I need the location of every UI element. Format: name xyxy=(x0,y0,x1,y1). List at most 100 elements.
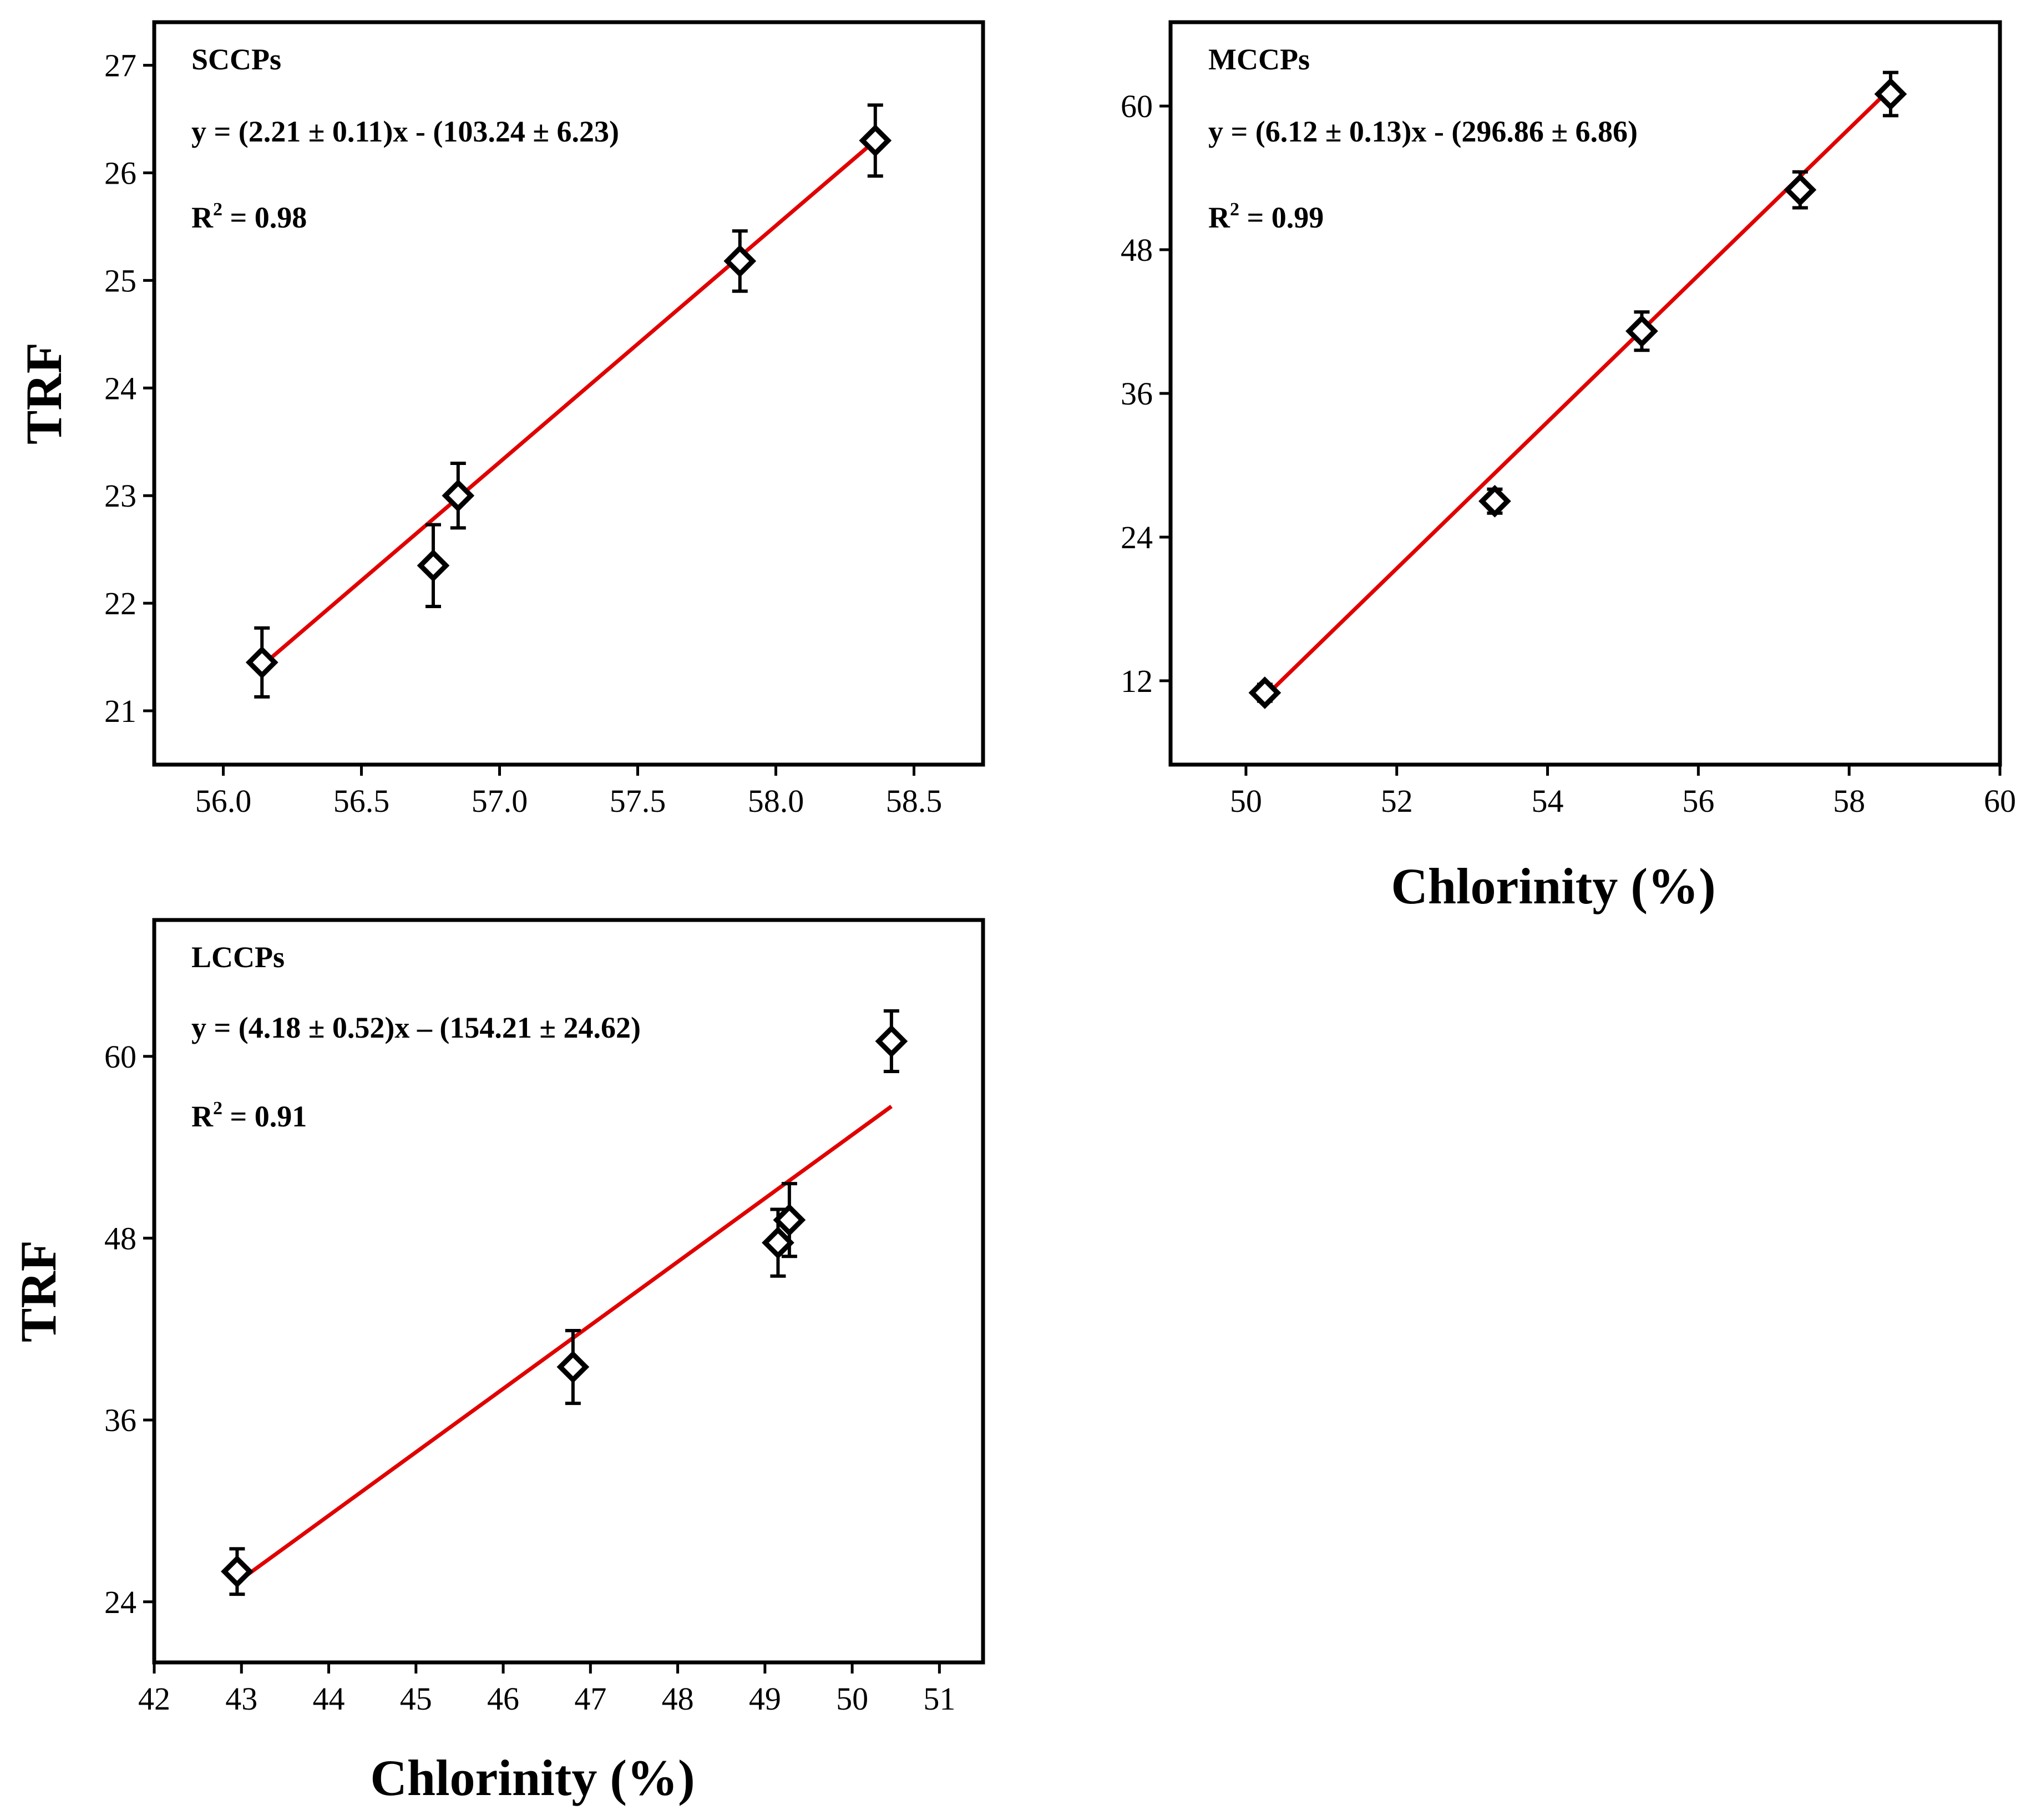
fit-equation: y = (6.12 ± 0.13)x - (296.86 ± 6.86) xyxy=(1208,115,1638,148)
diamond-marker xyxy=(417,549,450,582)
data-points xyxy=(221,1009,908,1596)
x-tick-label: 42 xyxy=(138,1681,170,1717)
x-axis-label: Chlorinity (%) xyxy=(1391,858,1715,914)
data-point xyxy=(1478,484,1511,518)
y-tick-label: 12 xyxy=(1121,663,1153,699)
y-tick-label: 22 xyxy=(104,585,136,621)
y-tick-label: 21 xyxy=(104,693,136,729)
diamond-marker xyxy=(1625,315,1658,348)
y-tick-label: 48 xyxy=(1121,232,1153,268)
r-squared-prefix: R xyxy=(191,201,214,234)
data-point xyxy=(556,1328,590,1406)
data-point xyxy=(245,626,278,699)
panel-title: LCCPs xyxy=(191,941,285,974)
x-tick-label: 46 xyxy=(487,1681,519,1717)
x-tick-label: 52 xyxy=(1381,783,1413,819)
y-ticks: 12 24 36 48 60 xyxy=(1121,88,1171,699)
diamond-marker xyxy=(773,1204,806,1237)
data-point xyxy=(442,462,475,530)
x-tick-label: 56 xyxy=(1682,783,1714,819)
data-point xyxy=(723,229,757,293)
y-tick-label: 48 xyxy=(104,1220,136,1256)
y-ticks: 24 36 48 60 xyxy=(104,1039,154,1620)
panel-lccps: LCCPs y = (4.18 ± 0.52)x – (154.21 ± 24.… xyxy=(10,918,985,1806)
r-squared-superscript: 2 xyxy=(213,199,222,220)
y-tick-label: 23 xyxy=(104,478,136,514)
r-squared: R2 = 0.99 xyxy=(1208,199,1324,234)
r-squared-value: = 0.91 xyxy=(222,1100,307,1133)
fit-equation: y = (2.21 ± 0.11)x - (103.24 ± 6.23) xyxy=(191,115,619,148)
data-point xyxy=(1248,676,1282,709)
x-ticks: 56.0 56.5 57.0 57.5 58.0 58.5 xyxy=(195,765,943,819)
diamond-marker xyxy=(1874,78,1907,110)
x-ticks: 42 43 44 45 46 47 48 49 50 51 xyxy=(138,1662,955,1717)
x-axis-label: Chlorinity (%) xyxy=(370,1750,695,1806)
diamond-marker xyxy=(442,479,475,512)
r-squared: R2 = 0.91 xyxy=(191,1098,307,1133)
r-squared-value: = 0.99 xyxy=(1239,201,1324,234)
plot-frame xyxy=(152,918,985,1665)
y-tick-label: 26 xyxy=(104,155,136,191)
diamond-marker xyxy=(859,124,892,157)
regression-line xyxy=(240,1105,893,1581)
x-tick-label: 51 xyxy=(923,1681,955,1717)
y-tick-label: 27 xyxy=(104,48,136,84)
data-point xyxy=(773,1182,806,1258)
data-points xyxy=(1248,70,1907,709)
y-tick-label: 24 xyxy=(1121,519,1153,555)
x-tick-label: 49 xyxy=(749,1681,781,1717)
x-tick-label: 57.5 xyxy=(610,783,666,819)
y-ticks: 21 22 23 24 25 26 27 xyxy=(104,48,154,729)
x-tick-label: 56.5 xyxy=(333,783,390,819)
data-points xyxy=(245,103,892,699)
y-tick-label: 24 xyxy=(104,1584,136,1620)
regression-line xyxy=(260,139,877,668)
r-squared-superscript: 2 xyxy=(213,1098,222,1119)
diamond-marker xyxy=(875,1025,908,1058)
data-point xyxy=(417,523,450,608)
y-axis-label: TRF xyxy=(10,1240,67,1342)
y-tick-label: 36 xyxy=(1121,376,1153,412)
r-squared: R2 = 0.98 xyxy=(191,199,307,234)
panel-title: MCCPs xyxy=(1208,43,1310,76)
y-tick-label: 25 xyxy=(104,262,136,299)
diamond-marker xyxy=(1784,173,1817,206)
data-point xyxy=(1784,170,1817,210)
data-point xyxy=(875,1009,908,1074)
r-squared-superscript: 2 xyxy=(1230,199,1239,220)
y-tick-label: 24 xyxy=(104,370,136,406)
x-tick-label: 43 xyxy=(225,1681,257,1717)
diamond-marker xyxy=(723,245,757,277)
y-axis-label: TRF xyxy=(16,342,72,444)
y-tick-label: 36 xyxy=(104,1402,136,1438)
diamond-marker xyxy=(556,1351,590,1383)
data-point xyxy=(221,1547,254,1596)
r-squared-value: = 0.98 xyxy=(222,201,307,234)
data-point xyxy=(1625,310,1658,352)
x-ticks: 50 52 54 56 58 60 xyxy=(1230,765,2016,819)
x-tick-label: 58 xyxy=(1833,783,1865,819)
r-squared-prefix: R xyxy=(191,1100,214,1133)
x-tick-label: 54 xyxy=(1532,783,1564,819)
diamond-marker xyxy=(221,1555,254,1588)
x-tick-label: 45 xyxy=(400,1681,432,1717)
panel-mccps: MCCPs y = (6.12 ± 0.13)x - (296.86 ± 6.8… xyxy=(1121,20,2016,914)
data-point xyxy=(859,103,892,178)
panel-sccps: SCCPs y = (2.21 ± 0.11)x - (103.24 ± 6.2… xyxy=(16,20,985,819)
r-squared-prefix: R xyxy=(1208,201,1230,234)
diamond-marker xyxy=(1478,484,1511,518)
x-tick-label: 58.0 xyxy=(748,783,804,819)
fit-equation: y = (4.18 ± 0.52)x – (154.21 ± 24.62) xyxy=(191,1011,641,1044)
x-tick-label: 44 xyxy=(313,1681,345,1717)
x-tick-label: 50 xyxy=(836,1681,868,1717)
y-tick-label: 60 xyxy=(1121,88,1153,124)
x-tick-label: 48 xyxy=(662,1681,694,1717)
plot-frame xyxy=(152,20,985,767)
y-tick-label: 60 xyxy=(104,1039,136,1075)
diamond-marker xyxy=(245,646,278,679)
x-tick-label: 57.0 xyxy=(472,783,528,819)
x-tick-label: 60 xyxy=(1984,783,2016,819)
x-tick-label: 56.0 xyxy=(195,783,252,819)
x-tick-label: 58.5 xyxy=(886,783,943,819)
